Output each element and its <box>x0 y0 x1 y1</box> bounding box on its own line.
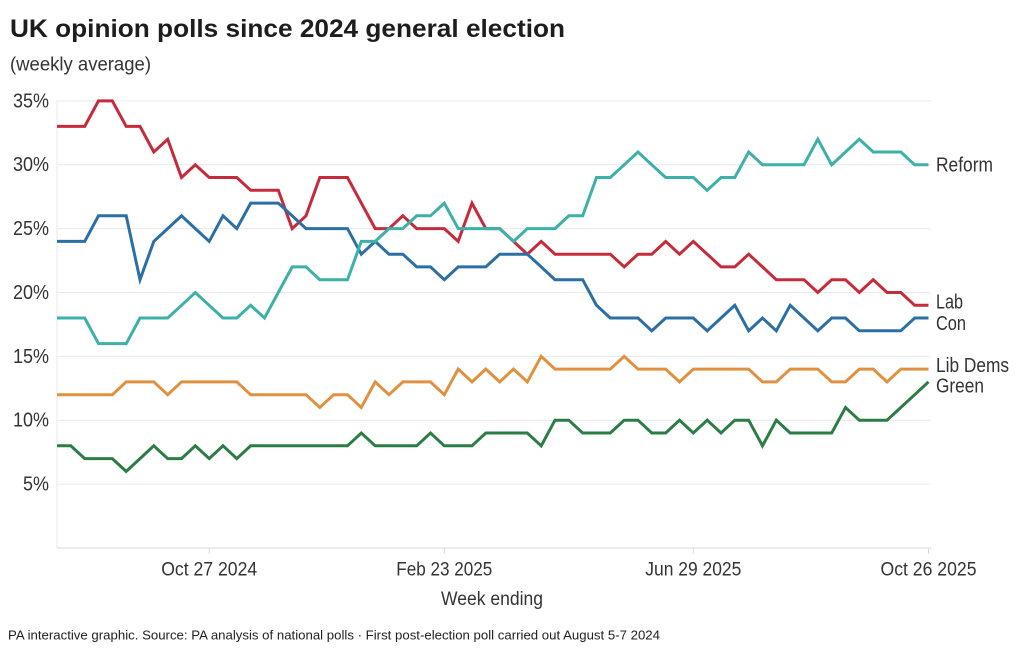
svg-text:Oct 27 2024: Oct 27 2024 <box>161 559 257 581</box>
svg-text:30%: 30% <box>13 154 49 176</box>
svg-text:PA interactive graphic. Source: PA interactive graphic. Source: PA analy… <box>8 628 660 643</box>
svg-text:Jun 29 2025: Jun 29 2025 <box>645 559 741 581</box>
svg-text:Lib Dems: Lib Dems <box>936 355 1009 377</box>
svg-text:Oct 26 2025: Oct 26 2025 <box>881 559 977 581</box>
svg-text:Week ending: Week ending <box>441 588 543 610</box>
svg-text:Feb 23 2025: Feb 23 2025 <box>396 559 492 581</box>
svg-text:UK opinion polls since 2024 ge: UK opinion polls since 2024 general elec… <box>10 15 565 43</box>
svg-text:5%: 5% <box>23 474 49 496</box>
svg-text:Green: Green <box>936 376 984 398</box>
svg-text:Lab: Lab <box>936 292 963 314</box>
svg-text:Reform: Reform <box>936 155 993 177</box>
svg-text:Con: Con <box>936 313 966 335</box>
svg-text:10%: 10% <box>13 410 49 432</box>
svg-text:20%: 20% <box>13 282 49 304</box>
svg-text:35%: 35% <box>13 90 49 112</box>
svg-text:(weekly average): (weekly average) <box>10 55 151 76</box>
svg-text:15%: 15% <box>13 346 49 368</box>
svg-text:25%: 25% <box>13 218 49 240</box>
